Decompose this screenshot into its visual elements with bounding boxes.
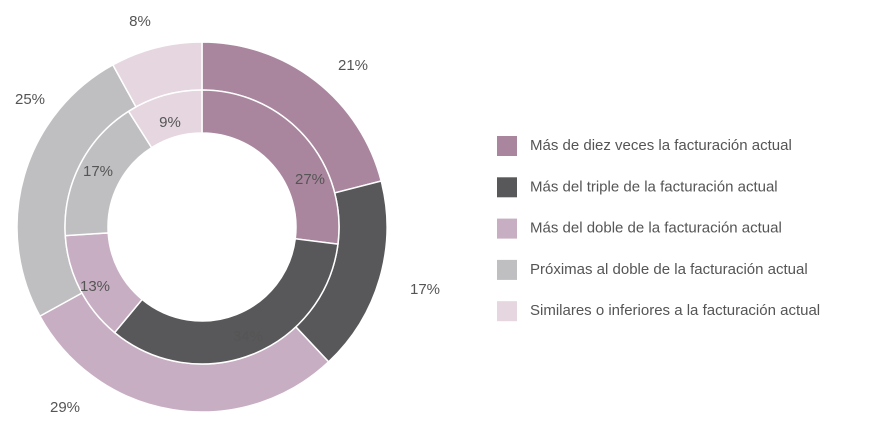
legend-label: Más de diez veces la facturación actual <box>530 137 792 154</box>
donut-segment <box>113 237 339 365</box>
value-label: 9% <box>159 114 181 131</box>
value-label: 8% <box>129 13 151 30</box>
legend-label: Más del triple de la facturación actual <box>530 178 778 195</box>
value-label: 34% <box>233 328 263 345</box>
value-label: 13% <box>80 278 110 295</box>
legend-swatch <box>497 259 517 280</box>
legend-swatch <box>497 301 517 322</box>
legend-label: Similares o inferiores a la facturación … <box>530 302 820 319</box>
legend-swatch <box>497 136 517 156</box>
value-label: 27% <box>295 171 325 188</box>
value-label: 29% <box>50 399 80 416</box>
legend-swatch <box>497 177 517 198</box>
value-label: 21% <box>338 57 368 74</box>
legend-label: Próximas al doble de la facturación actu… <box>530 261 808 278</box>
value-label: 25% <box>15 91 45 108</box>
value-label: 17% <box>410 281 440 298</box>
value-label: 17% <box>83 163 113 180</box>
donut-segment <box>127 89 203 149</box>
legend-label: Más del doble de la facturación actual <box>530 220 782 237</box>
legend-swatch <box>497 218 517 239</box>
